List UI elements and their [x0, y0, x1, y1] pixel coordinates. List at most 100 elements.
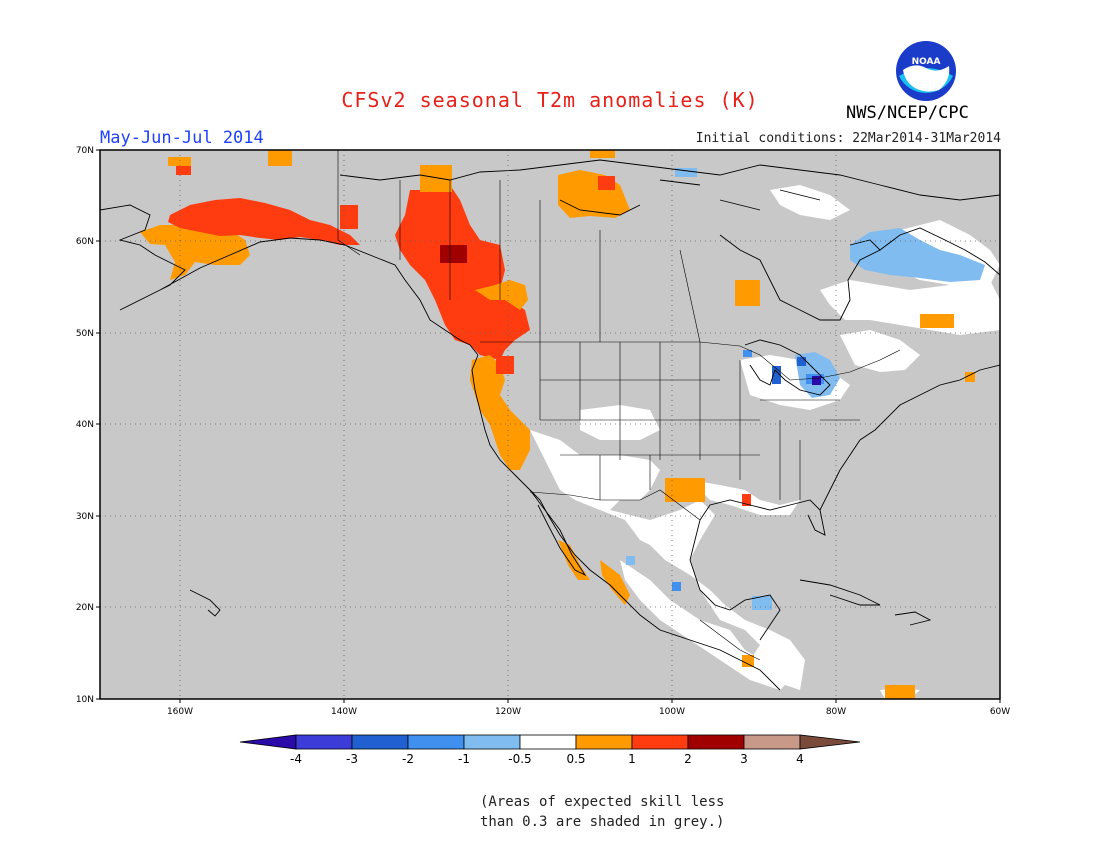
lat-label-20n: 20N: [76, 603, 94, 613]
cool-cell-north: [675, 168, 697, 177]
lon-label-80w: 80W: [826, 707, 846, 717]
skill-footnote: (Areas of expected skill less than 0.3 a…: [480, 792, 740, 832]
warm-cell-arctic-red: [598, 176, 615, 190]
white-region-arctic: [770, 185, 850, 220]
lon-label-120w: 120W: [495, 707, 521, 717]
colorbar-label-0: -4: [290, 752, 302, 766]
lon-tick-labels: 160W 140W 120W 100W 80W 60W: [167, 707, 1010, 717]
colorbar-box-2: [351, 734, 409, 750]
warm-region-alaska-red: [168, 198, 360, 245]
colorbar-box-3: [407, 734, 465, 750]
warm-region-bc-red: [395, 185, 530, 360]
warm-cell-nova: [965, 372, 975, 382]
colorbar-arrow-left: [239, 734, 297, 750]
colorbar-box-1: [295, 734, 353, 750]
cool-cell-mexico: [626, 556, 635, 565]
lat-label-50n: 50N: [76, 329, 94, 339]
political-borders: [337, 150, 901, 661]
yucatan: [689, 559, 781, 641]
central-america: [699, 619, 761, 661]
canada-provinces: [399, 180, 701, 343]
tick-marks: [96, 149, 1001, 703]
colorbar-box-6: [575, 734, 633, 750]
warm-region-bc-orange: [475, 280, 528, 310]
us-mexico-border: [529, 489, 701, 521]
cool-region-quebec: [850, 228, 985, 282]
warm-cell-yukon: [268, 150, 292, 166]
colorbar-label-5: 0.5: [566, 752, 585, 766]
warm-cell-centralamerica: [742, 655, 754, 667]
lat-label-40n: 40N: [76, 420, 94, 430]
coastlines: [100, 159, 1000, 691]
us-west-coast: [471, 354, 781, 691]
white-region-ontario: [840, 330, 920, 372]
canada-islands: [559, 179, 821, 216]
colorbar-label-2: -2: [402, 752, 414, 766]
colorbar-label-7: 2: [684, 752, 692, 766]
warm-cell-alaska-north: [168, 157, 191, 166]
colorbar-box-8: [687, 734, 745, 750]
lat-label-10n: 10N: [76, 695, 94, 705]
colorbar-label-1: -3: [346, 752, 358, 766]
colorbar-box-4: [463, 734, 521, 750]
baja: [529, 489, 587, 577]
colorbar-label-4: -0.5: [508, 752, 531, 766]
warm-region-alaska-orange: [140, 225, 250, 280]
lat-label-30n: 30N: [76, 512, 94, 522]
us-states: [539, 342, 860, 500]
east-coast: [819, 364, 1000, 511]
white-region-southwest-mexico: [530, 430, 805, 690]
warm-cell-ontario-north: [735, 280, 760, 306]
colorbar-box-7: [631, 734, 689, 750]
agency-label: NWS/NCEP/CPC: [846, 103, 969, 123]
warm-cell-oregon-red: [496, 356, 514, 374]
alaska-coast: [100, 204, 479, 356]
colorbar-label-8: 3: [740, 752, 748, 766]
gridlines: [100, 150, 1000, 699]
colorbar-box-9: [743, 734, 801, 750]
colorbar-arrow-right: [799, 734, 861, 750]
colorbar-label-3: -1: [458, 752, 470, 766]
skill-footnote-line1: (Areas of expected skill less: [480, 794, 725, 810]
colorbar-label-9: 4: [796, 752, 804, 766]
warm-cell-southamerica: [885, 685, 915, 699]
colorbar-label-6: 1: [628, 752, 636, 766]
noaa-logo-text: NOAA: [912, 57, 941, 67]
us-canada-border: [480, 341, 901, 381]
great-lakes: [744, 339, 831, 396]
forecast-period: May-Jun-Jul 2014: [100, 128, 264, 148]
colorbar-boxes: [239, 734, 861, 750]
warm-cell-arctic-top: [590, 150, 615, 158]
warm-cell-nwt: [420, 165, 452, 192]
colorbar-box-5: [519, 734, 577, 750]
cool-cell-strongest: [812, 376, 821, 385]
map-title: CFSv2 seasonal T2m anomalies (K): [341, 88, 759, 112]
hispaniola: [894, 611, 932, 626]
cool-cell-yucatan: [752, 596, 772, 610]
cool-cell-plains: [672, 582, 681, 591]
skill-footnote-line2: than 0.3 are shaded in grey.): [480, 814, 725, 830]
map-background: [100, 150, 1000, 699]
warm-cell-beaufort: [340, 205, 358, 229]
warm-cell-bc-max: [440, 245, 467, 263]
lon-label-140w: 140W: [331, 707, 357, 717]
lon-label-60w: 60W: [990, 707, 1010, 717]
cool-cell-michigan: [772, 366, 781, 384]
lat-label-70n: 70N: [76, 146, 94, 156]
warm-cell-louisiana: [742, 494, 751, 506]
colorbar-labels: -4 -3 -2 -1 -0.5 0.5 1 2 3 4: [290, 752, 804, 766]
warm-cell-alaska-north-red: [176, 166, 191, 175]
alaska-canada-border: [337, 150, 361, 256]
arctic-coast: [339, 159, 1000, 201]
hudson-bay: [719, 234, 881, 321]
labrador: [879, 227, 1000, 276]
white-region-quebec: [820, 280, 1000, 335]
warm-region-mexico-west: [600, 560, 630, 605]
anomaly-layer: [140, 150, 1000, 699]
lat-label-60n: 60N: [76, 237, 94, 247]
cuba: [799, 579, 881, 606]
warm-region-westcoast: [470, 355, 530, 470]
lon-label-100w: 100W: [659, 707, 685, 717]
